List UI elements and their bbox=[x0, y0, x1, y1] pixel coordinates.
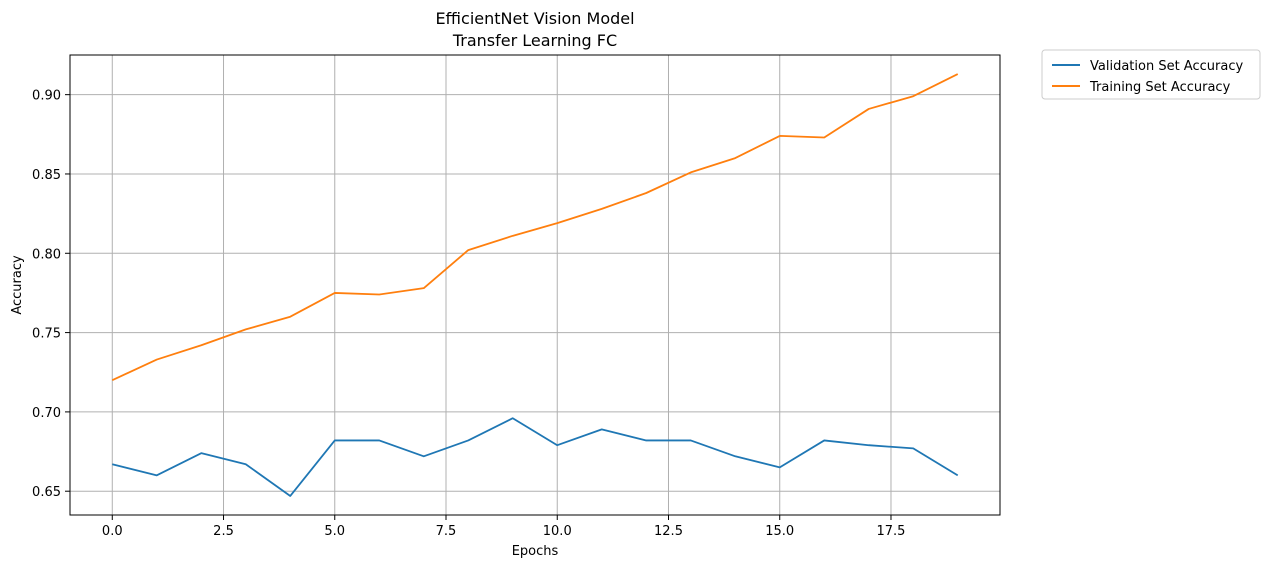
y-tick-label: 0.75 bbox=[32, 327, 61, 342]
x-tick-label: 10.0 bbox=[543, 524, 572, 539]
x-tick-label: 12.5 bbox=[654, 524, 683, 539]
series-layer bbox=[111, 73, 959, 497]
chart-title: EfficientNet Vision Model Transfer Learn… bbox=[435, 9, 634, 50]
grid bbox=[70, 55, 1000, 515]
chart-title-line-1: EfficientNet Vision Model bbox=[435, 9, 634, 28]
x-tick-label: 17.5 bbox=[877, 524, 906, 539]
x-axis-label: Epochs bbox=[512, 544, 559, 559]
axis-ticks: 0.0 2.5 5.0 7.5 10.0 12.5 15.0 17.5 0.65 0.70 0.75… bbox=[32, 89, 905, 539]
x-tick-label: 0.0 bbox=[102, 524, 123, 539]
series-line-validation bbox=[112, 417, 959, 497]
y-tick-label: 0.90 bbox=[32, 89, 61, 104]
x-tick-label: 5.0 bbox=[324, 524, 345, 539]
y-tick-label: 0.80 bbox=[32, 247, 61, 262]
plot-area-frame bbox=[69, 54, 1001, 516]
legend-label-validation: Validation Set Accuracy bbox=[1090, 59, 1243, 74]
y-tick-label: 0.65 bbox=[32, 485, 61, 500]
chart-title-line-2: Transfer Learning FC bbox=[452, 31, 617, 50]
y-axis-label: Accuracy bbox=[10, 255, 25, 315]
x-tick-label: 15.0 bbox=[765, 524, 794, 539]
x-tick-label: 7.5 bbox=[436, 524, 457, 539]
y-tick-label: 0.85 bbox=[32, 168, 61, 183]
series-line-training bbox=[111, 73, 959, 381]
legend-frame bbox=[1041, 49, 1261, 100]
x-tick-label: 2.5 bbox=[213, 524, 234, 539]
legend-label-training: Training Set Accuracy bbox=[1089, 80, 1231, 95]
y-tick-label: 0.70 bbox=[32, 406, 61, 421]
legend: Validation Set Accuracy Training Set Acc… bbox=[1041, 49, 1261, 100]
